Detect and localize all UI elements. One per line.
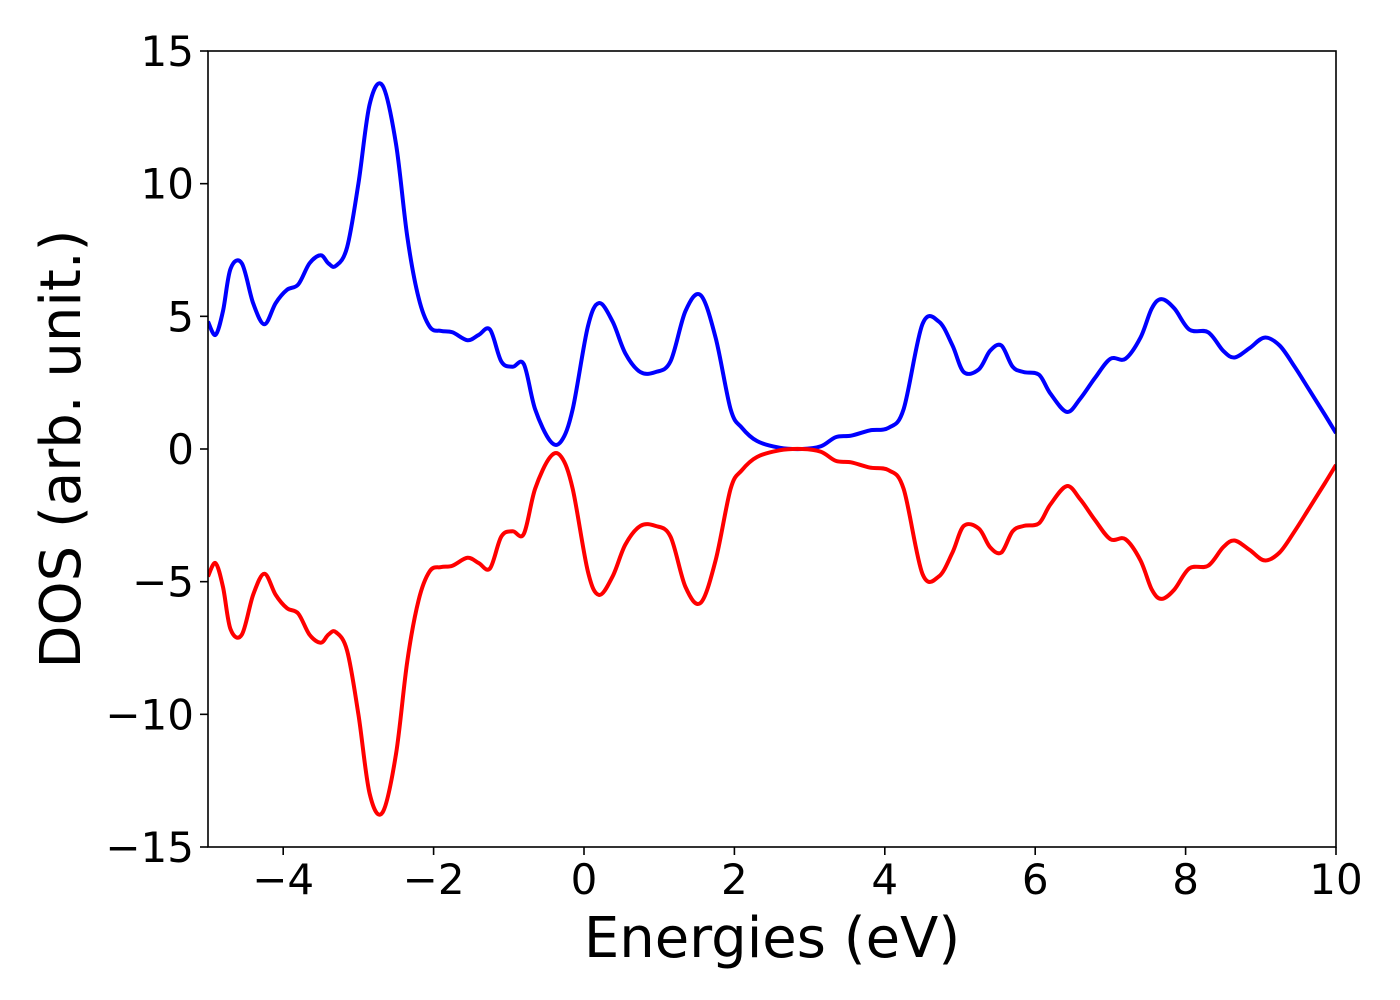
y-tick-label: −15 <box>105 823 194 872</box>
y-axis-label: DOS (arb. unit.) <box>29 229 94 668</box>
x-tick-label: 8 <box>1172 855 1199 904</box>
x-tick-label: 6 <box>1022 855 1049 904</box>
y-tick-label: −5 <box>132 558 194 607</box>
y-tick-label: 5 <box>167 292 194 341</box>
x-tick-label: 0 <box>571 855 598 904</box>
y-axis: −15 −10 −5 0 5 10 15 <box>105 27 208 872</box>
y-tick-label: 10 <box>141 160 194 209</box>
y-tick-label: −10 <box>105 690 194 739</box>
x-axis-label: Energies (eV) <box>584 906 960 971</box>
series-layer <box>208 81 1336 817</box>
y-tick-label: 15 <box>141 27 194 76</box>
x-tick-label: 10 <box>1309 855 1362 904</box>
x-tick-label: 4 <box>871 855 898 904</box>
series-line-blue <box>208 81 1336 452</box>
y-tick-label: 0 <box>167 425 194 474</box>
x-tick-label: −4 <box>252 855 314 904</box>
x-axis: −4 −2 0 2 4 6 8 10 <box>252 847 1363 904</box>
x-tick-label: 2 <box>721 855 748 904</box>
series-line-red <box>208 446 1336 817</box>
plot-frame <box>207 50 1337 848</box>
x-tick-label: −2 <box>403 855 465 904</box>
